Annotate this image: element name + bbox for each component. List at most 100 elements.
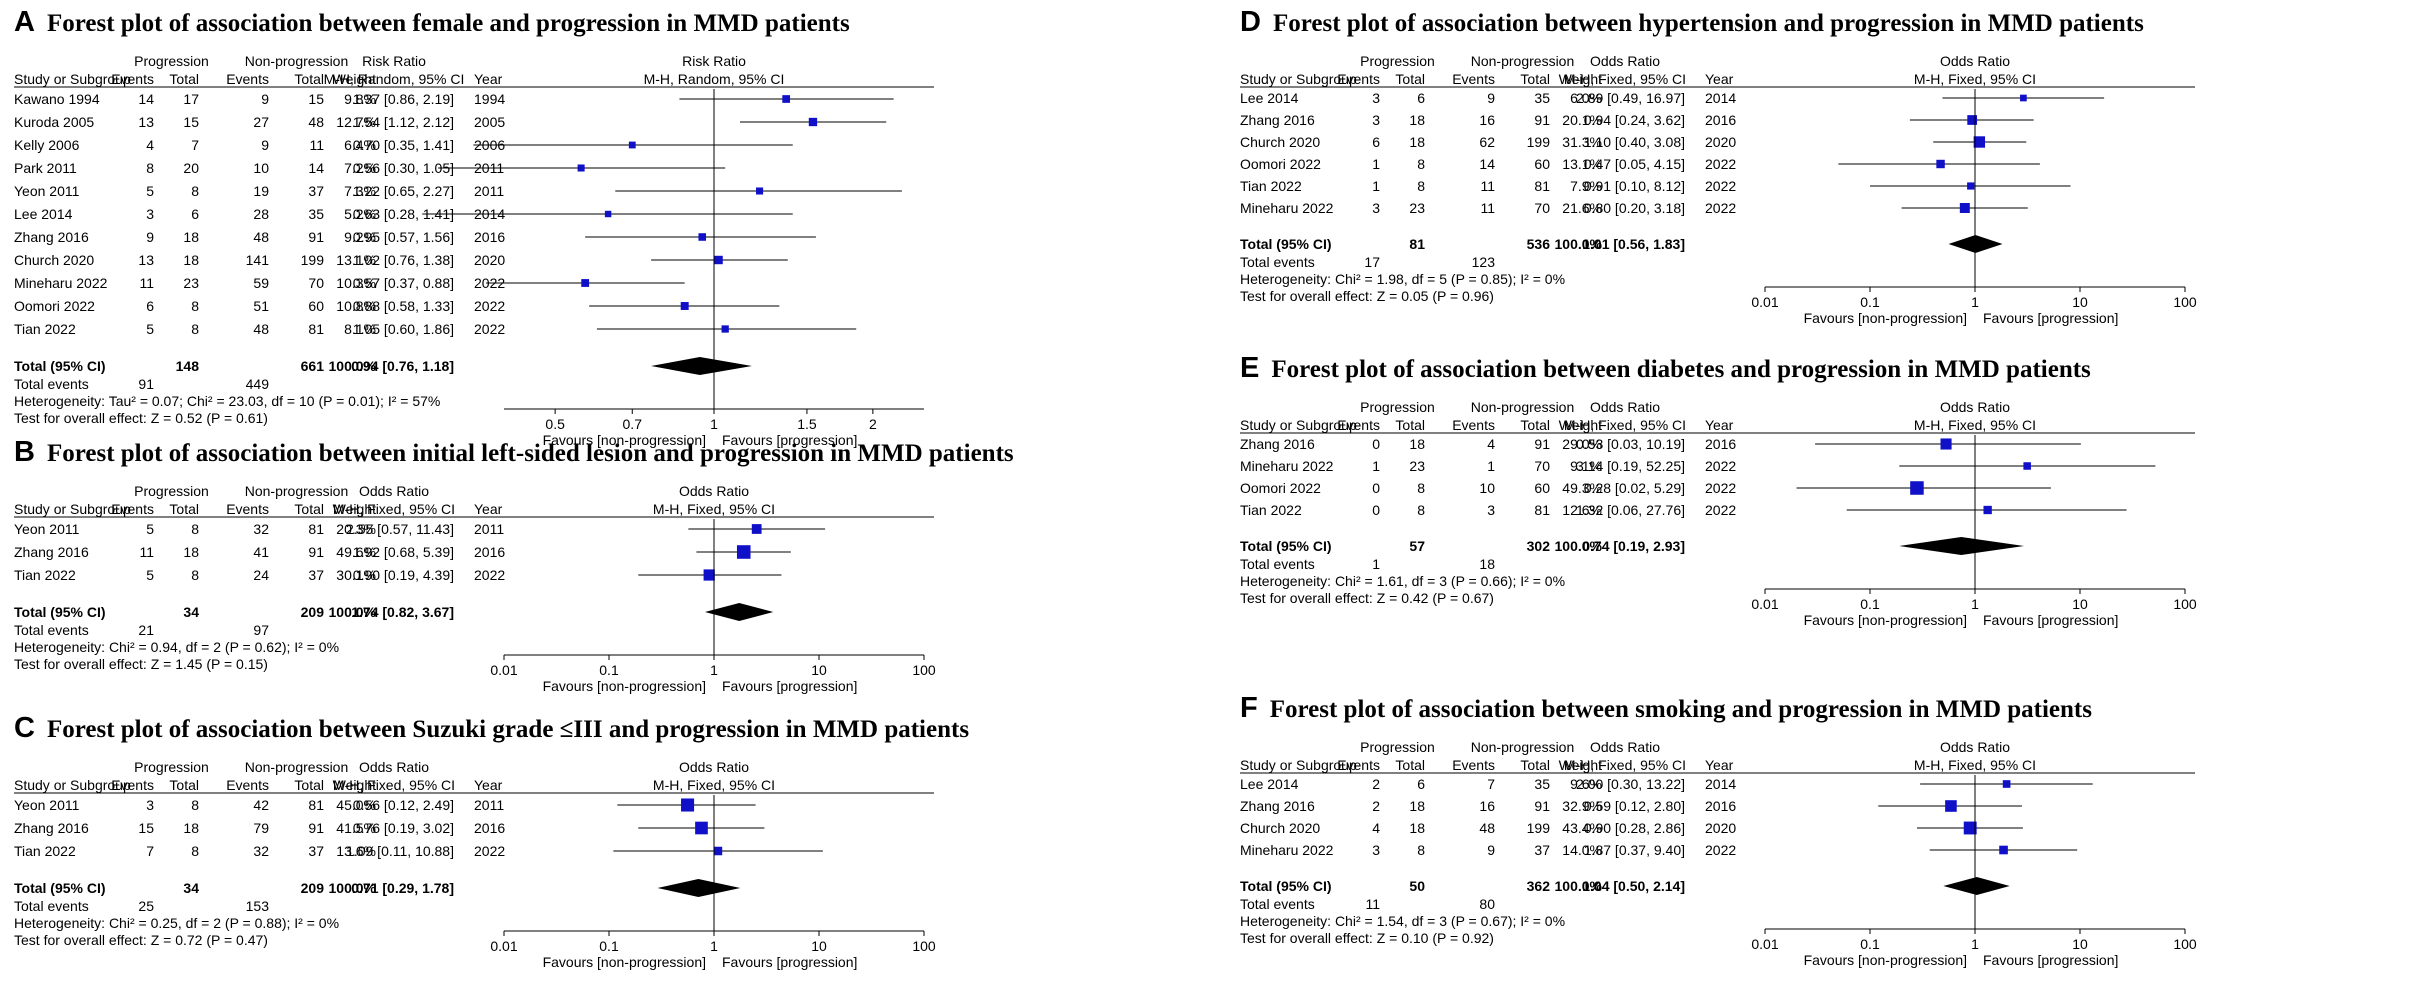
study-name: Tian 2022 xyxy=(1240,178,1302,194)
study-weight: 45.0% xyxy=(336,797,376,813)
favours-right: Favours [progression] xyxy=(1983,310,2118,326)
panel-title-text: Forest plot of association between Suzuk… xyxy=(46,716,970,743)
study-name: Tian 2022 xyxy=(1240,502,1302,518)
study-weight: 20.3% xyxy=(336,521,376,537)
study-total-prog: 18 xyxy=(1409,820,1425,836)
study-total-nonprog: 11 xyxy=(309,137,324,153)
header-method: M-H, Fixed, 95% CI xyxy=(1564,417,1686,433)
header-progression: Progression xyxy=(134,759,209,775)
total-label: Total (95% CI) xyxy=(1240,878,1332,894)
study-events-prog: 3 xyxy=(1372,200,1380,216)
total-ci: 1.74 [0.82, 3.67] xyxy=(351,604,454,620)
study-events-nonprog: 10 xyxy=(1479,480,1495,496)
header-year: Year xyxy=(1705,417,1734,433)
total-ci: 0.71 [0.29, 1.78] xyxy=(351,880,454,896)
study-year: 2005 xyxy=(474,114,505,130)
study-marker xyxy=(680,302,689,310)
study-year: 2020 xyxy=(474,252,505,268)
header-plot-measure: Odds Ratio xyxy=(679,759,749,775)
panel-letter: F xyxy=(1240,692,1258,724)
x-tick-label: 1 xyxy=(710,938,718,954)
pooled-diamond xyxy=(1948,235,2003,253)
study-marker xyxy=(1999,845,2008,855)
overall-effect: Test for overall effect: Z = 0.42 (P = 0… xyxy=(1240,590,1494,606)
study-year: 2022 xyxy=(474,298,505,314)
forest-plot-a: Progression Non-progression Risk Ratio Risk… xyxy=(14,53,934,448)
total-ci: 1.01 [0.56, 1.83] xyxy=(1582,236,1685,252)
study-name: Oomori 2022 xyxy=(1240,480,1321,496)
study-marker xyxy=(1967,182,1975,190)
overall-effect: Test for overall effect: Z = 0.10 (P = 0… xyxy=(1240,930,1494,946)
study-name: Church 2020 xyxy=(1240,820,1320,836)
total-events-nonprog: 97 xyxy=(253,622,269,638)
header-study: Study or Subgroup xyxy=(1240,417,1357,433)
heterogeneity: Heterogeneity: Tau² = 0.07; Chi² = 23.03… xyxy=(14,393,440,409)
study-events-nonprog: 32 xyxy=(253,843,269,859)
study-name: Zhang 2016 xyxy=(14,820,89,836)
panel-d: D Forest plot of association between hype… xyxy=(1240,6,2405,326)
header-total: Total xyxy=(294,501,324,517)
header-plot-measure: Odds Ratio xyxy=(1940,53,2010,69)
favours-right: Favours [progression] xyxy=(1983,952,2118,968)
study-total-prog: 23 xyxy=(1409,200,1425,216)
study-name: Tian 2022 xyxy=(14,567,76,583)
panel-letter: D xyxy=(1240,6,1261,38)
panel-e: E Forest plot of association between diab… xyxy=(1240,352,2405,672)
study-marker xyxy=(1936,159,1945,169)
study-total-prog: 6 xyxy=(1417,90,1425,106)
header-plot-method: M-H, Random, 95% CI xyxy=(644,71,785,87)
study-marker xyxy=(577,164,585,172)
study-total-prog: 8 xyxy=(191,567,199,583)
x-tick-label: 1 xyxy=(710,662,718,678)
header-events: Events xyxy=(111,501,154,517)
study-total-prog: 8 xyxy=(191,183,199,199)
study-ci: 1.87 [0.37, 9.40] xyxy=(1584,842,1685,858)
header-events: Events xyxy=(226,777,269,793)
x-tick-label: 1 xyxy=(1971,294,1979,310)
study-total-nonprog: 37 xyxy=(308,183,324,199)
panel-title: E Forest plot of association between diab… xyxy=(1240,352,2091,385)
study-total-nonprog: 81 xyxy=(308,521,324,537)
study-total-prog: 6 xyxy=(191,206,199,222)
total-n-nonprog: 661 xyxy=(301,358,325,374)
study-marker xyxy=(1963,821,1977,835)
x-tick-label: 0.5 xyxy=(545,416,565,432)
study-ci: 0.28 [0.02, 5.29] xyxy=(1584,480,1685,496)
study-events-nonprog: 48 xyxy=(253,321,269,337)
total-events-label: Total events xyxy=(1240,556,1315,572)
study-weight: 8.1% xyxy=(344,321,376,337)
study-year: 2016 xyxy=(474,229,505,245)
header-method: M-H, Random, 95% CI xyxy=(324,71,465,87)
header-weight: Weight xyxy=(333,71,376,87)
study-total-prog: 15 xyxy=(183,114,199,130)
heterogeneity: Heterogeneity: Chi² = 1.54, df = 3 (P = … xyxy=(1240,913,1565,929)
study-events-prog: 3 xyxy=(1372,112,1380,128)
study-events-nonprog: 27 xyxy=(253,114,269,130)
study-total-prog: 8 xyxy=(191,521,199,537)
study-marker xyxy=(2023,462,2031,470)
panel-title: B Forest plot of association between init… xyxy=(14,436,1014,469)
study-total-nonprog: 81 xyxy=(308,321,324,337)
study-ci: 1.09 [0.11, 10.88] xyxy=(346,843,454,859)
header-measure: Risk Ratio xyxy=(362,53,426,69)
study-events-prog: 13 xyxy=(138,252,154,268)
study-name: Park 2011 xyxy=(14,160,77,176)
pooled-diamond xyxy=(704,603,774,621)
header-measure: Odds Ratio xyxy=(1590,739,1660,755)
total-n-nonprog: 536 xyxy=(1527,236,1551,252)
header-events: Events xyxy=(226,501,269,517)
study-year: 2022 xyxy=(1705,480,1736,496)
study-total-nonprog: 81 xyxy=(1534,178,1550,194)
study-year: 1994 xyxy=(474,91,505,107)
heterogeneity: Heterogeneity: Chi² = 1.98, df = 5 (P = … xyxy=(1240,271,1565,287)
study-events-nonprog: 141 xyxy=(246,252,270,268)
header-study: Study or Subgroup xyxy=(14,71,131,87)
header-total: Total xyxy=(1520,757,1550,773)
header-events: Events xyxy=(111,777,154,793)
study-events-prog: 5 xyxy=(146,567,154,583)
study-weight: 49.3% xyxy=(1562,480,1602,496)
total-ci: 0.94 [0.76, 1.18] xyxy=(351,358,454,374)
study-total-nonprog: 91 xyxy=(308,820,324,836)
favours-left: Favours [non-progression] xyxy=(1804,310,1967,326)
study-total-nonprog: 60 xyxy=(1534,156,1550,172)
